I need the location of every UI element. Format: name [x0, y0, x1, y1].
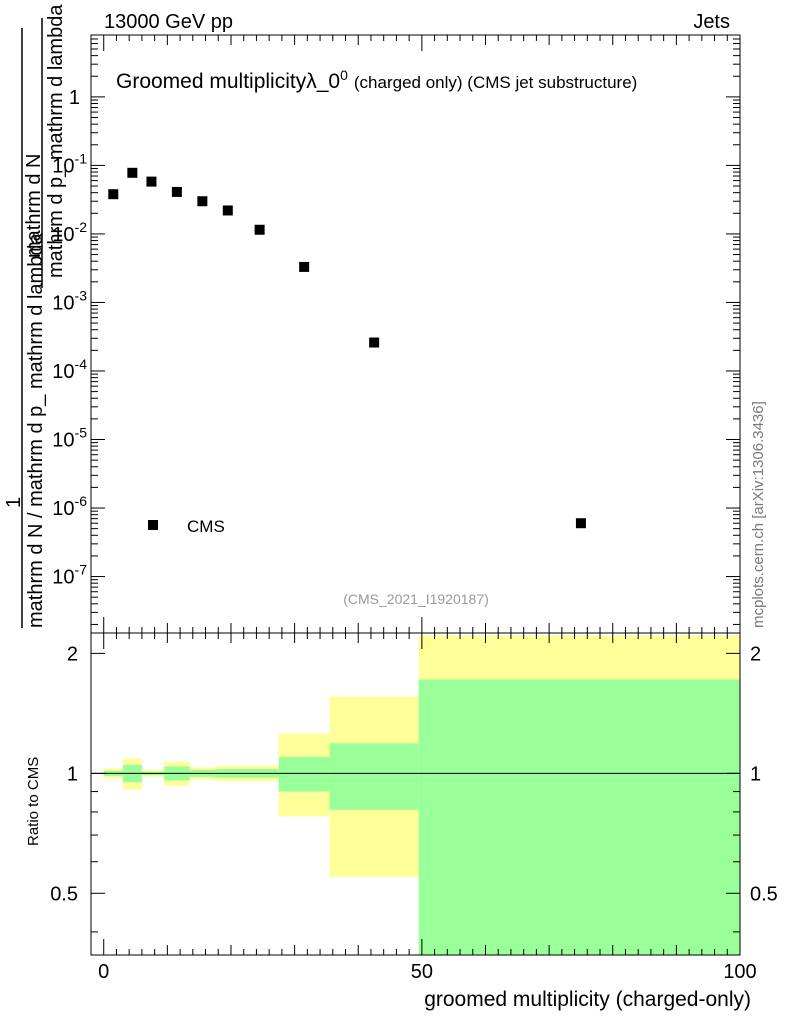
- main-ytick-label-3: 10-3: [52, 287, 87, 314]
- chart-title-main: Groomed multiplicityλ_0: [116, 70, 340, 93]
- tick-base: 10: [52, 292, 74, 314]
- tick-exponent: -4: [75, 356, 88, 372]
- chart-title-suffix: (charged only) (CMS jet substructure): [354, 73, 637, 92]
- tick-base: 10: [52, 155, 74, 177]
- ratio-ytick-label-right-0: 0.5: [750, 883, 778, 905]
- main-ytick-label-4: 10-4: [52, 356, 87, 383]
- ratio-panel-frame: [90, 632, 741, 956]
- y-title-right-denominator: mathrm d p_ mathrm d lambda: [45, 4, 67, 278]
- data-point-4: [197, 196, 208, 207]
- main-ytick-label-7: 10-7: [52, 562, 87, 589]
- ratio-xtick-label-2: 100: [723, 961, 756, 983]
- analysis-tag: (CMS_2021_I1920187): [343, 591, 489, 607]
- ratio-inner-band-8: [329, 743, 419, 810]
- chart-title: Groomed multiplicityλ_00 (charged only) (…: [116, 67, 637, 93]
- tick-exponent: -3: [75, 287, 88, 303]
- main-ytick-label-0: 1: [69, 87, 80, 109]
- ratio-xtick-label-0: 0: [98, 961, 109, 983]
- ratio-ytick-label-right-2: 2: [750, 643, 761, 665]
- y-title-right-numerator: mathrm d N: [23, 154, 45, 258]
- tick-exponent: -5: [75, 424, 88, 440]
- main-y-ticks: 110-110-210-310-410-510-610-7: [52, 34, 740, 625]
- ratio-inner-band-7: [278, 756, 330, 792]
- ratio-ytick-label-left-0: 0.5: [50, 883, 78, 905]
- ratio-ytick-label-left-1: 1: [67, 763, 78, 785]
- data-point-6: [254, 224, 265, 235]
- ratio-ytick-label-right-1: 1: [750, 763, 761, 785]
- ratio-xtick-label-1: 50: [411, 961, 433, 983]
- main-ytick-label-1: 10-1: [52, 150, 87, 177]
- data-point-7: [299, 261, 310, 272]
- data-point-1: [127, 167, 138, 178]
- tick-exponent: -6: [75, 493, 88, 509]
- tick-base: 10: [52, 361, 74, 383]
- main-ytick-label-2: 10-2: [52, 219, 87, 246]
- ratio-inner-band-9: [418, 679, 740, 955]
- cms-data-points: [108, 167, 586, 529]
- tick-base: 10: [52, 498, 74, 520]
- y-title-denominator: mathrm d N / mathrm d p_ mathrm d lambda: [25, 233, 47, 628]
- main-panel-frame: [90, 34, 741, 634]
- tick-exponent: -1: [75, 150, 88, 166]
- ratio-ytick-label-left-2: 2: [67, 643, 78, 665]
- ratio-y-axis-title: Ratio to CMS: [25, 757, 42, 846]
- data-point-9: [575, 518, 586, 529]
- energy-label: 13000 GeV pp: [104, 11, 233, 33]
- data-point-8: [369, 337, 380, 348]
- main-ytick-label-6: 10-6: [52, 493, 87, 520]
- main-ytick-label-5: 10-5: [52, 424, 87, 451]
- watermark: mcplots.cern.ch [arXiv:1306.3436]: [750, 401, 767, 628]
- y-title-numerator: 1: [3, 497, 25, 508]
- tick-base: 10: [52, 224, 74, 246]
- main-y-axis-title: 1 mathrm d N / mathrm d p_ mathrm d lamb…: [3, 4, 67, 628]
- tick-exponent: -7: [75, 562, 88, 578]
- tick-exponent: -2: [75, 219, 88, 235]
- data-point-2: [146, 176, 157, 187]
- tick-base: 10: [52, 567, 74, 589]
- data-point-3: [171, 186, 182, 197]
- tick-base: 10: [52, 429, 74, 451]
- ratio-uncertainty-bands: [103, 635, 740, 955]
- legend-label-cms: CMS: [187, 517, 225, 536]
- x-axis-title: groomed multiplicity (charged-only): [424, 988, 751, 1011]
- legend-marker-cms: [148, 520, 158, 530]
- data-point-5: [222, 205, 233, 216]
- category-label: Jets: [693, 11, 730, 33]
- chart-title-sup: 0: [340, 67, 348, 83]
- data-point-0: [108, 189, 119, 200]
